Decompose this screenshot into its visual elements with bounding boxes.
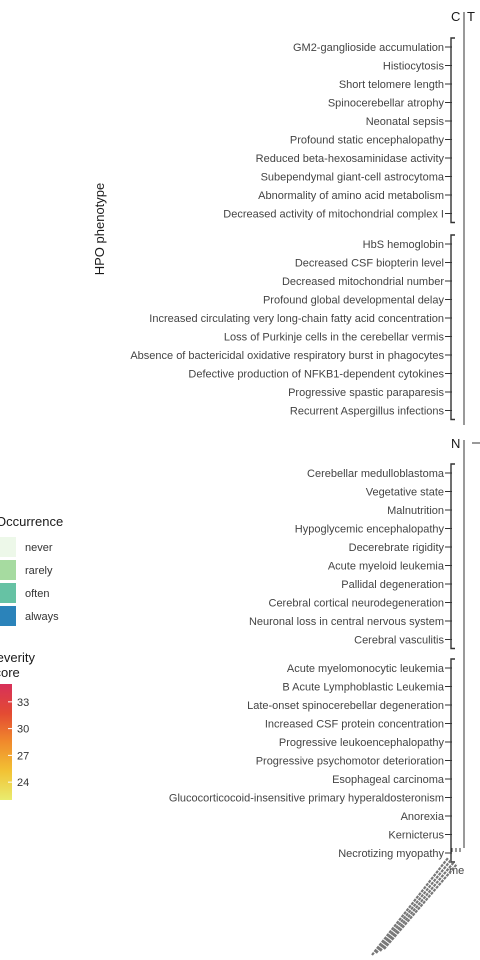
phenotype-label: Anorexia <box>401 811 445 823</box>
phenotype-label: Defective production of NFKB1-dependent … <box>188 369 444 381</box>
phenotype-label: Neonatal sepsis <box>366 116 445 128</box>
phenotype-label: Decreased mitochondrial number <box>282 276 444 288</box>
occurrence-label: never <box>25 542 53 554</box>
group-bracket <box>450 463 455 650</box>
severity-tick-label: 30 <box>17 724 29 736</box>
occurrence-label: always <box>25 611 59 623</box>
occurrence-label: rarely <box>25 565 53 577</box>
panel-strip-n: N <box>451 436 460 451</box>
x-tick-label-overlap <box>383 863 458 950</box>
severity-legend-title-2: score <box>0 665 20 680</box>
phenotype-label: Increased CSF protein concentration <box>265 719 444 731</box>
phenotype-label: Decreased activity of mitochondrial comp… <box>223 209 444 221</box>
phenotype-label: Subependymal giant-cell astrocytoma <box>261 172 445 184</box>
x-tick-label-overlap <box>371 857 449 956</box>
x-tick-label-overlap <box>379 861 455 952</box>
phenotype-label: Acute myeloid leukemia <box>328 561 445 573</box>
occurrence-swatch <box>0 560 16 580</box>
phenotype-label: Hypoglycemic encephalopathy <box>295 524 445 536</box>
severity-tick-label: 33 <box>17 697 29 709</box>
phenotype-label: Spinocerebellar atrophy <box>328 98 445 110</box>
phenotype-label: Esophageal carcinoma <box>332 774 445 786</box>
occurrence-swatch <box>0 583 16 603</box>
phenotype-label: Acute myelomonocytic leukemia <box>287 663 445 675</box>
phenotype-label: Profound static encephalopathy <box>290 135 445 147</box>
phenotype-label: Reduced beta-hexosaminidase activity <box>256 153 445 165</box>
phenotype-label: Increased circulating very long-chain fa… <box>149 313 444 325</box>
phenotype-label: Late-onset spinocerebellar degeneration <box>247 700 444 712</box>
phenotype-label: Malnutrition <box>387 505 444 517</box>
phenotype-label: Recurrent Aspergillus infections <box>290 406 445 418</box>
panel-strip-c: C <box>451 9 460 24</box>
phenotype-label: GM2-ganglioside accumulation <box>293 42 444 54</box>
phenotype-label: Cerebral cortical neurodegeneration <box>269 598 445 610</box>
phenotype-label: Pallidal degeneration <box>341 579 444 591</box>
occurrence-label: often <box>25 588 49 600</box>
panel-strip-t: T <box>467 9 475 24</box>
group-bracket <box>450 658 455 863</box>
phenotype-label: Abnormality of amino acid metabolism <box>258 190 444 202</box>
phenotype-label: Necrotizing myopathy <box>338 848 444 860</box>
phenotype-label: Kernicterus <box>388 830 444 842</box>
occurrence-legend-title: Occurrence <box>0 514 63 529</box>
phenotype-label: HbS hemoglobin <box>363 239 444 251</box>
group-bracket <box>450 37 455 224</box>
phenotype-label: Absence of bactericidal oxidative respir… <box>130 350 444 362</box>
severity-tick-label: 27 <box>17 750 29 762</box>
phenotype-label: Histiocytosis <box>383 61 445 73</box>
phenotype-label: Vegetative state <box>366 487 444 499</box>
phenotype-label: Loss of Purkinje cells in the cerebellar… <box>224 332 445 344</box>
y-axis-title: HPO phenotype <box>92 183 107 276</box>
occurrence-swatch <box>0 606 16 626</box>
x-tick-label-overlap <box>375 859 452 954</box>
phenotype-label: Progressive spastic paraparesis <box>288 387 444 399</box>
phenotype-label: Glucocorticocoid-insensitive primary hyp… <box>169 793 444 805</box>
severity-colorbar <box>0 684 12 800</box>
phenotype-label: Neuronal loss in central nervous system <box>249 616 444 628</box>
occurrence-swatch <box>0 537 16 557</box>
phenotype-label: Short telomere length <box>339 79 444 91</box>
phenotype-label: Cerebellar medulloblastoma <box>307 468 445 480</box>
group-bracket <box>450 234 455 421</box>
phenotype-label: Progressive psychomotor deterioration <box>256 756 444 768</box>
severity-tick-label: 24 <box>17 777 29 789</box>
phenotype-label: B Acute Lymphoblastic Leukemia <box>282 682 445 694</box>
phenotype-label: Profound global developmental delay <box>263 295 445 307</box>
phenotype-label: Cerebral vasculitis <box>354 635 444 647</box>
severity-legend-title: Severity <box>0 650 35 665</box>
phenotype-label: Decerebrate rigidity <box>349 542 445 554</box>
phenotype-label: Decreased CSF biopterin level <box>295 258 444 270</box>
phenotype-label: Progressive leukoencephalopathy <box>279 737 445 749</box>
